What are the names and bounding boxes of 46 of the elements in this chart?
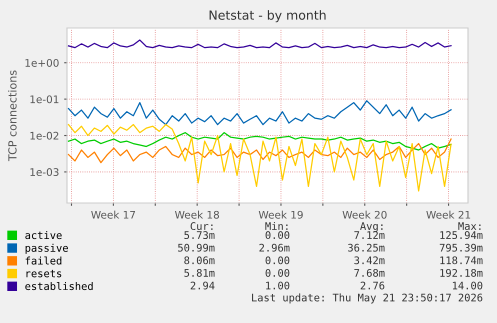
- chart-title: Netstat - by month: [210, 10, 326, 22]
- y-tick-label: 1e-03: [30, 168, 59, 176]
- line-series: [68, 100, 452, 126]
- text: 3.42m: [354, 256, 385, 264]
- legend-label: failed: [26, 256, 62, 265]
- line-series: [68, 132, 452, 151]
- legend-label: established: [25, 282, 93, 290]
- y-tick-label: 1e+00: [25, 58, 59, 67]
- text: 5.81m: [184, 268, 215, 277]
- text: Avg:: [360, 222, 382, 232]
- text: Last update: Thu May 21 23:50:17 2026: [252, 293, 482, 304]
- legend-label: active: [25, 231, 62, 240]
- y-tick-label: 1e-01: [30, 95, 58, 104]
- text: 14.00: [452, 282, 482, 290]
- text: 7.68m: [354, 268, 385, 277]
- text: Cur:: [190, 222, 212, 230]
- legend-label: passive: [26, 244, 68, 254]
- text: 2.96m: [259, 244, 290, 252]
- text: 1.00: [266, 282, 290, 290]
- x-tick-label: Week 20: [342, 210, 387, 219]
- text: 7.12m: [354, 231, 385, 239]
- y-tick-label: 1e-02: [30, 132, 58, 140]
- text: 118.74m: [440, 256, 483, 264]
- text: 2.94: [190, 282, 215, 290]
- text: 2.76: [360, 282, 384, 290]
- line-series: [68, 39, 452, 48]
- line-series: [68, 124, 452, 192]
- text: 50.99m: [178, 244, 215, 252]
- text: 795.39m: [440, 244, 483, 252]
- legend-label: resets: [26, 270, 62, 278]
- text: 0.00: [266, 268, 290, 277]
- text: 0.00: [266, 256, 290, 264]
- text: 36.25m: [348, 244, 385, 252]
- text: 0.00: [266, 231, 290, 240]
- text: 5.73m: [184, 231, 215, 240]
- x-tick-label: Week 18: [174, 210, 220, 219]
- line-series: [68, 138, 452, 164]
- text: Min:: [265, 222, 288, 230]
- text: Max:: [458, 222, 480, 230]
- x-tick-label: Week 21: [426, 210, 470, 219]
- y-axis-title: TCP connections: [8, 70, 17, 162]
- x-tick-label: Week 19: [258, 210, 303, 219]
- x-tick-label: Week 17: [91, 210, 136, 219]
- text: 125.94m: [440, 231, 483, 240]
- text: 8.06m: [184, 256, 215, 264]
- text: 192.18m: [440, 268, 483, 277]
